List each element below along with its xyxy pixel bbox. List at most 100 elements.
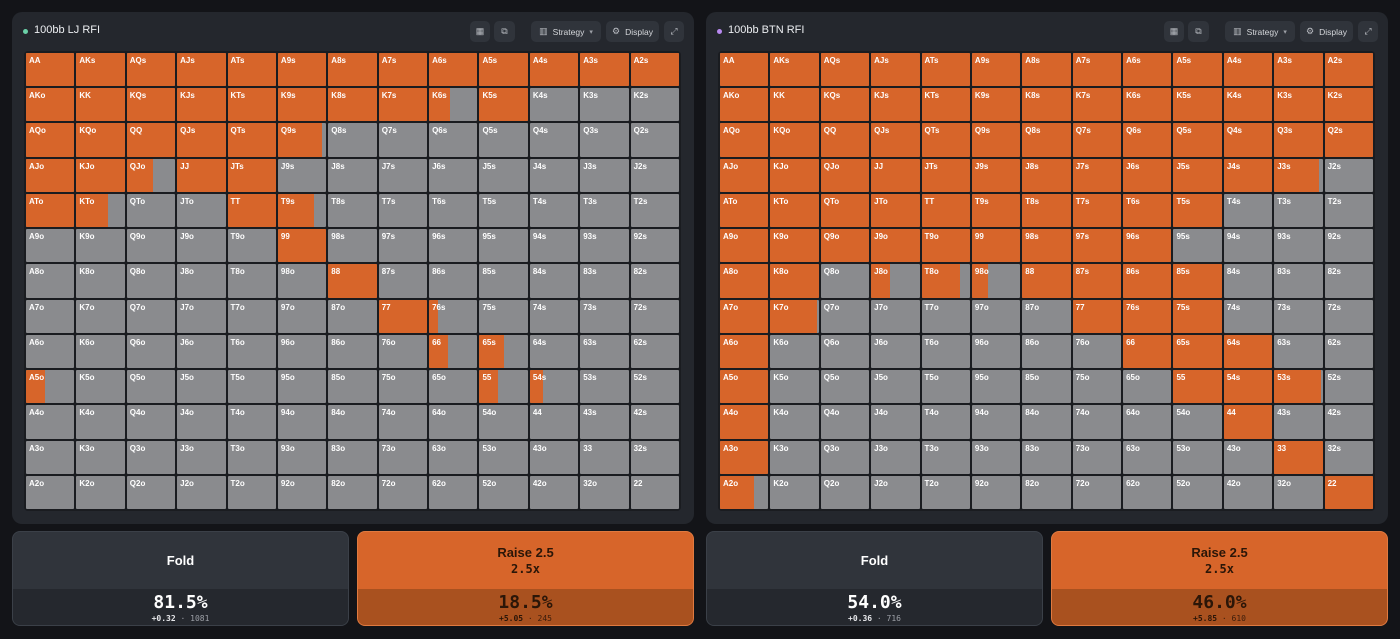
hand-cell[interactable]: K5s	[479, 88, 528, 122]
hand-cell[interactable]: 52o	[1173, 475, 1222, 509]
hand-cell[interactable]: QJo	[126, 158, 176, 192]
hand-cell[interactable]: K8s	[1022, 88, 1071, 122]
hand-cell[interactable]: T9s	[971, 193, 1021, 228]
hand-cell[interactable]: 93s	[580, 229, 629, 263]
hand-cell[interactable]: 92o	[971, 475, 1021, 509]
hand-cell[interactable]: A5s	[1173, 53, 1222, 87]
hand-cell[interactable]: Q3s	[580, 123, 629, 157]
hand-cell[interactable]: A5o	[720, 370, 769, 404]
hand-cell[interactable]: A3s	[1274, 53, 1323, 87]
hand-cell[interactable]: 94o	[277, 405, 327, 439]
hand-cell[interactable]: Q2o	[126, 475, 176, 509]
hand-cell[interactable]: 85s	[479, 264, 528, 298]
hand-cell[interactable]: 33	[580, 440, 629, 474]
hand-cell[interactable]: T5o	[921, 370, 970, 404]
hand-cell[interactable]: 54s	[1223, 370, 1273, 404]
hand-cell[interactable]: A6s	[429, 53, 478, 87]
hand-cell[interactable]: A9o	[720, 229, 769, 263]
hand-cell[interactable]: 73s	[1274, 299, 1323, 333]
hand-cell[interactable]: 96o	[971, 334, 1021, 369]
hand-cell[interactable]: 96s	[429, 229, 478, 263]
hand-cell[interactable]: AQs	[820, 53, 870, 87]
hand-cell[interactable]: 87s	[1072, 264, 1122, 298]
hand-cell[interactable]: T2o	[921, 475, 970, 509]
hand-cell[interactable]: 32s	[1324, 440, 1373, 474]
hand-cell[interactable]: 99	[277, 229, 327, 263]
hand-cell[interactable]: K6s	[429, 88, 478, 122]
hand-cell[interactable]: T7o	[227, 299, 276, 333]
hand-cell[interactable]: K6s	[1123, 88, 1172, 122]
strategy-dropdown[interactable]: ▥ Strategy ▾	[1225, 21, 1295, 42]
hand-cell[interactable]: K6o	[76, 334, 125, 369]
grid-view-button[interactable]: ▦	[470, 21, 490, 42]
hand-cell[interactable]: 54o	[1173, 405, 1222, 439]
hand-cell[interactable]: T4o	[921, 405, 970, 439]
hand-cell[interactable]: Q8s	[328, 123, 377, 157]
hand-cell[interactable]: 97s	[1072, 229, 1122, 263]
hand-cell[interactable]: A2s	[630, 53, 679, 87]
hand-cell[interactable]: QTo	[126, 193, 176, 228]
hand-cell[interactable]: JTs	[227, 158, 276, 192]
hand-cell[interactable]: A3o	[720, 440, 769, 474]
hand-cell[interactable]: KQo	[770, 123, 819, 157]
hand-cell[interactable]: K7o	[770, 299, 819, 333]
hand-cell[interactable]: Q8o	[126, 264, 176, 298]
hand-cell[interactable]: 52o	[479, 475, 528, 509]
hand-cell[interactable]: JTs	[921, 158, 970, 192]
hand-cell[interactable]: 98s	[328, 229, 377, 263]
hand-cell[interactable]: K3s	[580, 88, 629, 122]
hand-cell[interactable]: T8o	[921, 264, 970, 298]
hand-cell[interactable]: A4o	[720, 405, 769, 439]
hand-cell[interactable]: K3o	[770, 440, 819, 474]
hand-cell[interactable]: K4o	[770, 405, 819, 439]
hand-cell[interactable]: K8s	[328, 88, 377, 122]
hand-cell[interactable]: 88	[1022, 264, 1071, 298]
hand-cell[interactable]: A5o	[26, 370, 75, 404]
hand-cell[interactable]: J5s	[479, 158, 528, 192]
hand-cell[interactable]: AQs	[126, 53, 176, 87]
hand-cell[interactable]: 98s	[1022, 229, 1071, 263]
hand-cell[interactable]: 98o	[277, 264, 327, 298]
hand-cell[interactable]: JTo	[871, 193, 920, 228]
hand-cell[interactable]: 82s	[630, 264, 679, 298]
hand-cell[interactable]: 74o	[378, 405, 428, 439]
hand-cell[interactable]: 96s	[1123, 229, 1172, 263]
hand-cell[interactable]: 76o	[378, 334, 428, 369]
hand-cell[interactable]: 73s	[580, 299, 629, 333]
hand-cell[interactable]: K5s	[1173, 88, 1222, 122]
hand-cell[interactable]: ATo	[720, 193, 769, 228]
hand-cell[interactable]: AJo	[720, 158, 769, 192]
hand-cell[interactable]: QQ	[126, 123, 176, 157]
hand-cell[interactable]: 92s	[1324, 229, 1373, 263]
hand-cell[interactable]: 85o	[328, 370, 377, 404]
hand-cell[interactable]: J8o	[177, 264, 226, 298]
hand-cell[interactable]: 43o	[529, 440, 579, 474]
hand-cell[interactable]: KK	[76, 88, 125, 122]
display-button[interactable]: ⚙ Display	[1300, 21, 1353, 42]
hand-cell[interactable]: K6o	[770, 334, 819, 369]
hand-cell[interactable]: KTo	[770, 193, 819, 228]
hand-cell[interactable]: Q3o	[820, 440, 870, 474]
hand-cell[interactable]: Q3o	[126, 440, 176, 474]
hand-cell[interactable]: 73o	[378, 440, 428, 474]
hand-cell[interactable]: 76s	[1123, 299, 1172, 333]
hand-cell[interactable]: K7s	[378, 88, 428, 122]
hand-cell[interactable]: 65s	[479, 334, 528, 369]
hand-cell[interactable]: K3o	[76, 440, 125, 474]
hand-cell[interactable]: A6o	[720, 334, 769, 369]
hand-cell[interactable]: T4s	[1223, 193, 1273, 228]
hand-cell[interactable]: T5o	[227, 370, 276, 404]
hand-cell[interactable]: 62o	[429, 475, 478, 509]
hand-cell[interactable]: K2s	[630, 88, 679, 122]
copy-button[interactable]: ⧉	[1188, 21, 1209, 42]
hand-cell[interactable]: K9s	[971, 88, 1021, 122]
hand-cell[interactable]: KQs	[126, 88, 176, 122]
hand-cell[interactable]: 62s	[630, 334, 679, 369]
hand-cell[interactable]: 62o	[1123, 475, 1172, 509]
hand-cell[interactable]: 87o	[1022, 299, 1071, 333]
hand-cell[interactable]: QJo	[820, 158, 870, 192]
hand-cell[interactable]: 97s	[378, 229, 428, 263]
hand-cell[interactable]: 54s	[529, 370, 579, 404]
hand-cell[interactable]: K7s	[1072, 88, 1122, 122]
hand-cell[interactable]: TT	[227, 193, 276, 228]
